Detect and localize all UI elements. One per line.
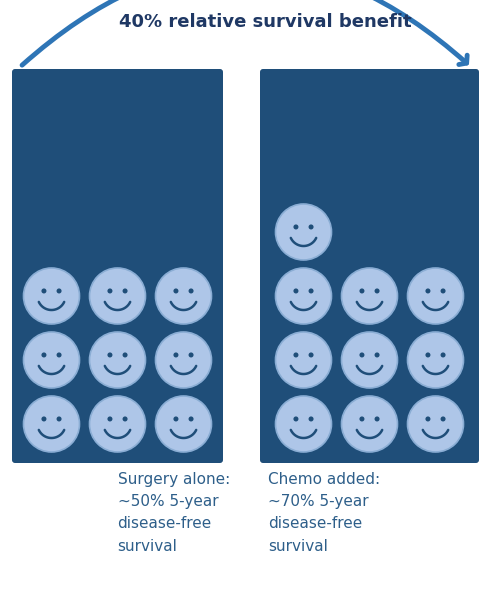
FancyBboxPatch shape xyxy=(260,69,478,463)
Circle shape xyxy=(89,396,145,452)
Circle shape xyxy=(293,416,298,421)
Circle shape xyxy=(41,289,46,293)
Circle shape xyxy=(173,416,178,421)
Circle shape xyxy=(425,352,429,358)
Circle shape xyxy=(122,416,127,421)
Circle shape xyxy=(440,416,445,421)
Circle shape xyxy=(407,396,463,452)
Circle shape xyxy=(425,416,429,421)
Circle shape xyxy=(407,332,463,388)
Circle shape xyxy=(57,289,61,293)
Circle shape xyxy=(188,352,193,358)
Circle shape xyxy=(107,289,112,293)
Circle shape xyxy=(425,289,429,293)
Circle shape xyxy=(440,352,445,358)
Circle shape xyxy=(188,289,193,293)
Circle shape xyxy=(308,224,313,229)
Circle shape xyxy=(374,352,379,358)
Circle shape xyxy=(155,396,211,452)
Circle shape xyxy=(359,352,364,358)
Circle shape xyxy=(341,332,397,388)
Circle shape xyxy=(23,332,80,388)
Circle shape xyxy=(275,268,331,324)
Text: Chemo added:
~70% 5-year
disease-free
survival: Chemo added: ~70% 5-year disease-free su… xyxy=(267,472,379,554)
Circle shape xyxy=(293,289,298,293)
Circle shape xyxy=(308,416,313,421)
Circle shape xyxy=(275,332,331,388)
Text: Surgery alone:
~50% 5-year
disease-free
survival: Surgery alone: ~50% 5-year disease-free … xyxy=(117,472,229,554)
Circle shape xyxy=(122,352,127,358)
Circle shape xyxy=(41,352,46,358)
Circle shape xyxy=(107,352,112,358)
Circle shape xyxy=(89,332,145,388)
Circle shape xyxy=(341,268,397,324)
Circle shape xyxy=(188,416,193,421)
Circle shape xyxy=(374,289,379,293)
Circle shape xyxy=(359,289,364,293)
Circle shape xyxy=(308,289,313,293)
Circle shape xyxy=(122,289,127,293)
Circle shape xyxy=(155,268,211,324)
Circle shape xyxy=(440,289,445,293)
Circle shape xyxy=(374,416,379,421)
Circle shape xyxy=(41,416,46,421)
FancyBboxPatch shape xyxy=(12,69,223,463)
Circle shape xyxy=(89,268,145,324)
Circle shape xyxy=(407,268,463,324)
Circle shape xyxy=(359,416,364,421)
Circle shape xyxy=(293,352,298,358)
Text: 40% relative survival benefit: 40% relative survival benefit xyxy=(119,13,411,31)
Circle shape xyxy=(57,416,61,421)
Circle shape xyxy=(173,352,178,358)
Circle shape xyxy=(275,396,331,452)
Circle shape xyxy=(173,289,178,293)
Circle shape xyxy=(155,332,211,388)
Circle shape xyxy=(57,352,61,358)
Circle shape xyxy=(308,352,313,358)
Circle shape xyxy=(23,268,80,324)
Circle shape xyxy=(275,204,331,260)
Circle shape xyxy=(341,396,397,452)
Circle shape xyxy=(23,396,80,452)
Circle shape xyxy=(107,416,112,421)
Circle shape xyxy=(293,224,298,229)
